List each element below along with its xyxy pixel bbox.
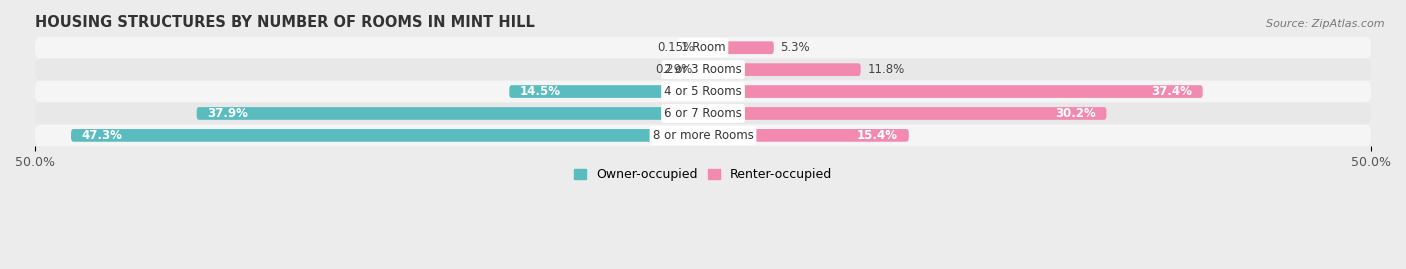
Text: 0.29%: 0.29% — [655, 63, 692, 76]
FancyBboxPatch shape — [35, 59, 1371, 81]
FancyBboxPatch shape — [703, 129, 908, 142]
Text: 14.5%: 14.5% — [520, 85, 561, 98]
Text: 6 or 7 Rooms: 6 or 7 Rooms — [664, 107, 742, 120]
Text: HOUSING STRUCTURES BY NUMBER OF ROOMS IN MINT HILL: HOUSING STRUCTURES BY NUMBER OF ROOMS IN… — [35, 15, 534, 30]
FancyBboxPatch shape — [700, 41, 703, 54]
Text: 11.8%: 11.8% — [868, 63, 904, 76]
Text: 2 or 3 Rooms: 2 or 3 Rooms — [664, 63, 742, 76]
FancyBboxPatch shape — [35, 102, 1371, 125]
FancyBboxPatch shape — [703, 41, 773, 54]
FancyBboxPatch shape — [703, 107, 1107, 120]
Text: 1 Room: 1 Room — [681, 41, 725, 54]
Text: 37.4%: 37.4% — [1152, 85, 1192, 98]
FancyBboxPatch shape — [35, 125, 1371, 146]
FancyBboxPatch shape — [699, 63, 703, 76]
Text: 15.4%: 15.4% — [858, 129, 898, 142]
FancyBboxPatch shape — [197, 107, 703, 120]
Text: 30.2%: 30.2% — [1054, 107, 1095, 120]
FancyBboxPatch shape — [35, 81, 1371, 102]
Text: Source: ZipAtlas.com: Source: ZipAtlas.com — [1267, 19, 1385, 29]
Legend: Owner-occupied, Renter-occupied: Owner-occupied, Renter-occupied — [568, 163, 838, 186]
Text: 47.3%: 47.3% — [82, 129, 122, 142]
FancyBboxPatch shape — [509, 85, 703, 98]
Text: 4 or 5 Rooms: 4 or 5 Rooms — [664, 85, 742, 98]
FancyBboxPatch shape — [703, 63, 860, 76]
Text: 0.15%: 0.15% — [657, 41, 695, 54]
Text: 37.9%: 37.9% — [207, 107, 249, 120]
FancyBboxPatch shape — [35, 37, 1371, 59]
Text: 8 or more Rooms: 8 or more Rooms — [652, 129, 754, 142]
FancyBboxPatch shape — [72, 129, 703, 142]
FancyBboxPatch shape — [703, 85, 1202, 98]
Text: 5.3%: 5.3% — [780, 41, 810, 54]
